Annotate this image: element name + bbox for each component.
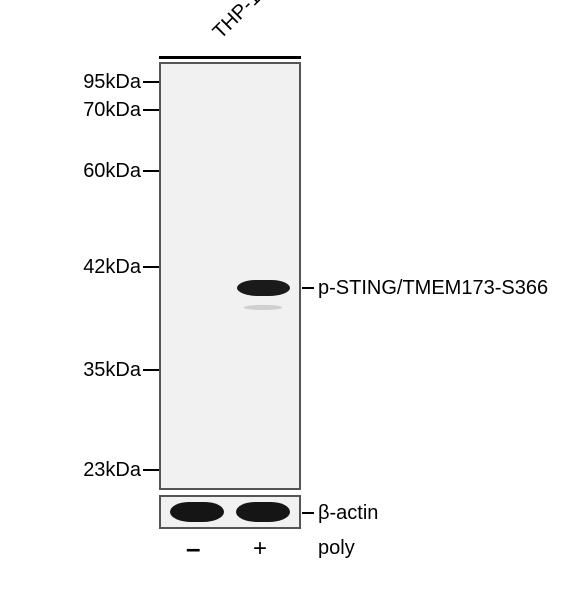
- loading-tick: [302, 512, 314, 514]
- mw-label-42: 42kDa: [0, 256, 141, 279]
- loading-blot: [159, 495, 301, 529]
- mw-label-95: 95kDa: [0, 71, 141, 94]
- mw-label-23: 23kDa: [0, 459, 141, 482]
- mw-label-60: 60kDa: [0, 160, 141, 183]
- mw-tick-23: [143, 469, 159, 471]
- target-label: p-STING/TMEM173-S366: [318, 277, 548, 300]
- mw-tick-42: [143, 266, 159, 268]
- condition-label: poly: [318, 537, 355, 560]
- target-band: [237, 280, 290, 296]
- condition-lane2: +: [253, 535, 267, 563]
- target-tick: [302, 287, 314, 289]
- sample-bar: [159, 56, 301, 59]
- faint-band: [244, 305, 282, 310]
- condition-lane1: –: [186, 533, 200, 564]
- loading-band-lane1: [170, 502, 224, 522]
- main-blot: [159, 62, 301, 490]
- mw-tick-35: [143, 369, 159, 371]
- mw-tick-60: [143, 170, 159, 172]
- mw-label-35: 35kDa: [0, 359, 141, 382]
- sample-label: THP-1: [209, 0, 266, 44]
- loading-band-lane2: [236, 502, 290, 522]
- mw-tick-95: [143, 81, 159, 83]
- western-blot-figure: THP-1 95kDa 70kDa 60kDa 42kDa 35kDa 23kD…: [0, 0, 580, 590]
- mw-tick-70: [143, 109, 159, 111]
- mw-label-70: 70kDa: [0, 99, 141, 122]
- loading-label: β-actin: [318, 502, 378, 525]
